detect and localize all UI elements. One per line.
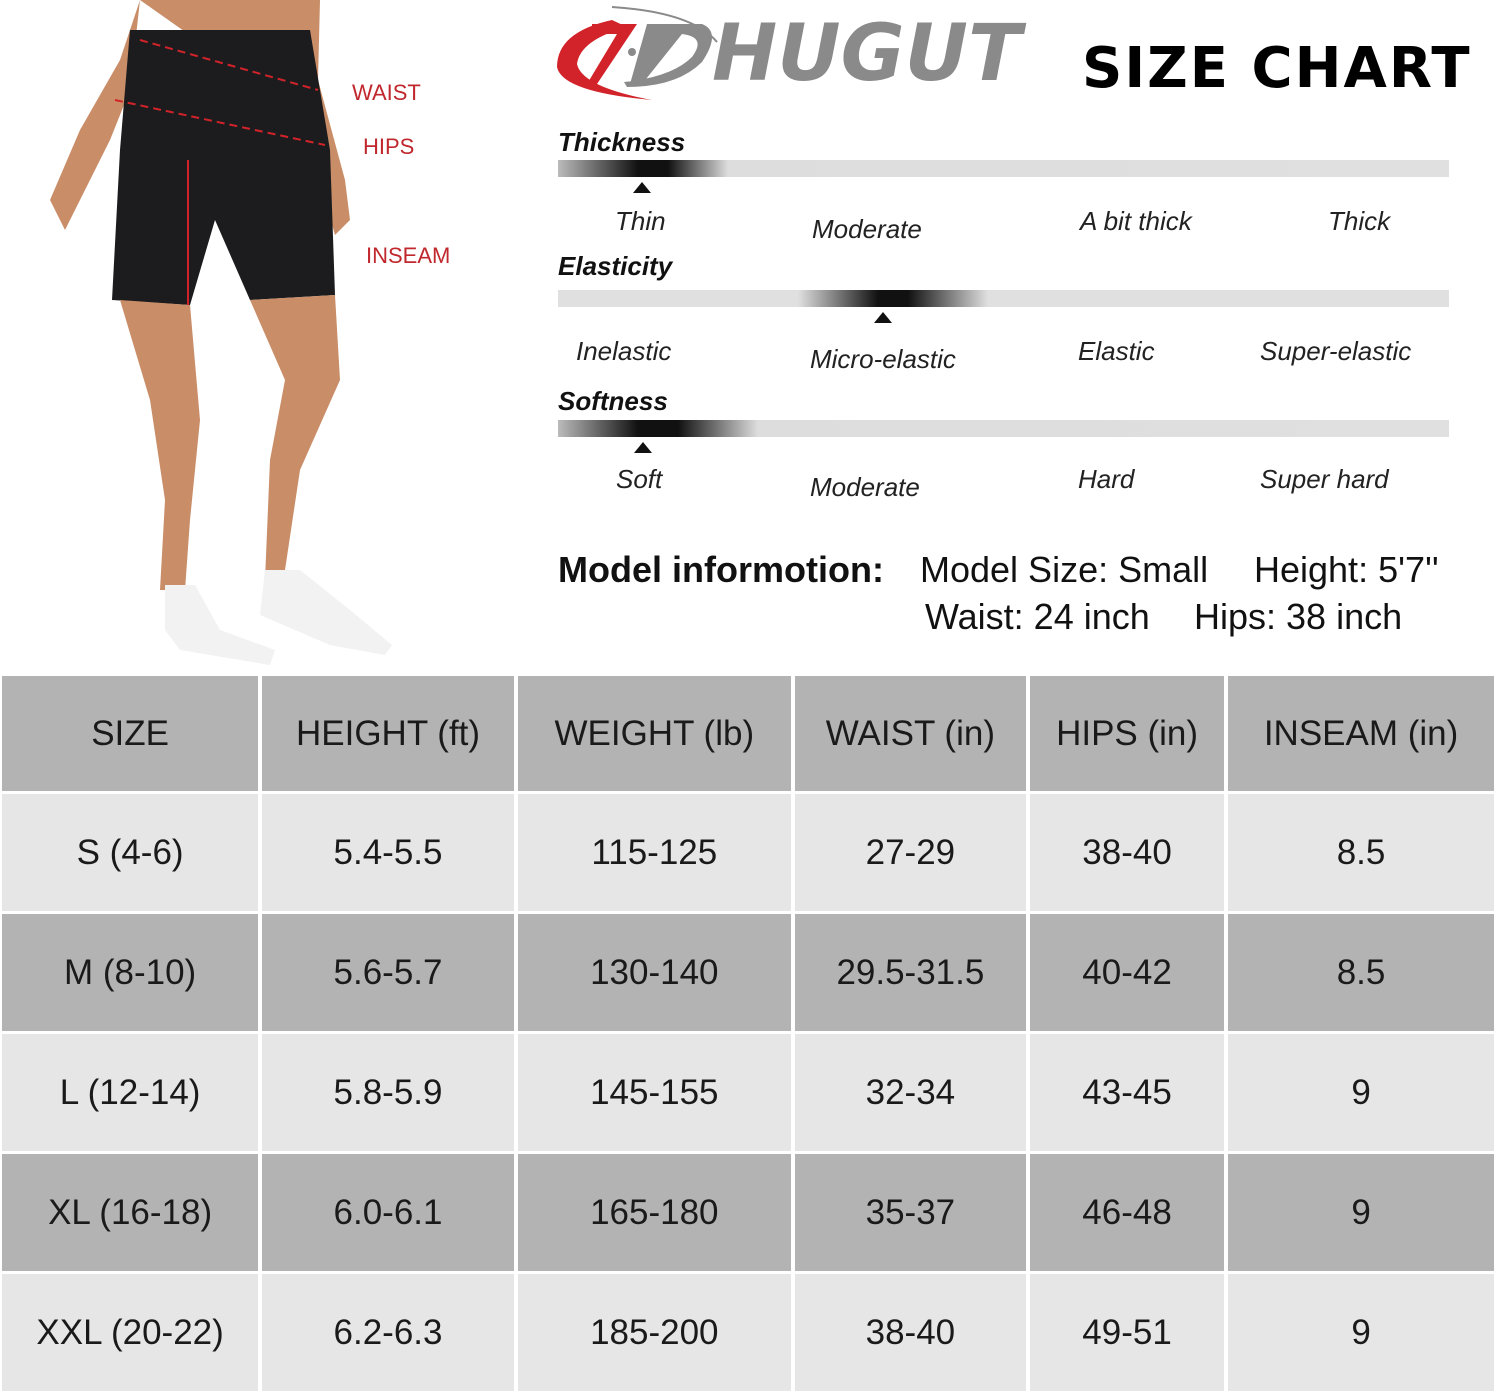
table-cell: 49-51 bbox=[1030, 1274, 1225, 1391]
softness-option: Moderate bbox=[810, 472, 920, 502]
table-row: XXL (20-22) 6.2-6.3 185-200 38-40 49-51 … bbox=[2, 1274, 1494, 1391]
thickness-bar bbox=[558, 160, 1449, 177]
table-cell: 9 bbox=[1228, 1154, 1494, 1271]
elasticity-option: Elastic bbox=[1078, 336, 1155, 366]
table-row: M (8-10) 5.6-5.7 130-140 29.5-31.5 40-42… bbox=[2, 914, 1494, 1031]
column-header: WEIGHT (lb) bbox=[517, 676, 791, 791]
table-cell: XXL (20-22) bbox=[2, 1274, 259, 1391]
model-photo bbox=[50, 0, 392, 665]
elasticity-marker-icon bbox=[874, 312, 892, 323]
size-chart-title: SIZE CHART bbox=[1082, 36, 1472, 101]
brand-logo: HUGUT bbox=[557, 6, 1027, 100]
table-cell: 40-42 bbox=[1030, 914, 1225, 1031]
table-cell: 29.5-31.5 bbox=[794, 914, 1027, 1031]
thickness-option: Moderate bbox=[812, 214, 922, 244]
table-cell: M (8-10) bbox=[2, 914, 259, 1031]
table-row: S (4-6) 5.4-5.5 115-125 27-29 38-40 8.5 bbox=[2, 794, 1494, 911]
model-waist: Waist: 24 inch bbox=[925, 596, 1150, 637]
softness-option: Super hard bbox=[1260, 464, 1389, 494]
thickness-option: Thin bbox=[615, 206, 666, 236]
elasticity-bar bbox=[558, 290, 1449, 307]
table-cell: 8.5 bbox=[1228, 794, 1494, 911]
table-cell: 46-48 bbox=[1030, 1154, 1225, 1271]
thickness-heading: Thickness bbox=[558, 127, 686, 157]
thickness-marker-icon bbox=[633, 182, 651, 193]
table-cell: 38-40 bbox=[794, 1274, 1027, 1391]
softness-marker-icon bbox=[634, 442, 652, 453]
table-cell: 6.0-6.1 bbox=[262, 1154, 514, 1271]
table-row: XL (16-18) 6.0-6.1 165-180 35-37 46-48 9 bbox=[2, 1154, 1494, 1271]
column-header: HIPS (in) bbox=[1030, 676, 1225, 791]
model-hips: Hips: 38 inch bbox=[1194, 596, 1403, 637]
inseam-label: INSEAM bbox=[366, 243, 451, 268]
model-info-label: Model informotion: bbox=[558, 549, 884, 590]
column-header: INSEAM (in) bbox=[1228, 676, 1494, 791]
softness-option: Hard bbox=[1078, 464, 1135, 494]
table-cell: 32-34 bbox=[794, 1034, 1027, 1151]
model-height: Height: 5'7'' bbox=[1254, 549, 1439, 590]
elasticity-heading: Elasticity bbox=[558, 251, 673, 281]
table-cell: 43-45 bbox=[1030, 1034, 1225, 1151]
table-header-row: SIZE HEIGHT (ft) WEIGHT (lb) WAIST (in) … bbox=[2, 676, 1494, 791]
waist-label: WAIST bbox=[352, 80, 421, 105]
table-cell: 9 bbox=[1228, 1034, 1494, 1151]
table-cell: 27-29 bbox=[794, 794, 1027, 911]
table-cell: 6.2-6.3 bbox=[262, 1274, 514, 1391]
table-cell: XL (16-18) bbox=[2, 1154, 259, 1271]
table-cell: L (12-14) bbox=[2, 1034, 259, 1151]
size-table: SIZE HEIGHT (ft) WEIGHT (lb) WAIST (in) … bbox=[0, 673, 1498, 1394]
table-cell: 9 bbox=[1228, 1274, 1494, 1391]
table-cell: 5.8-5.9 bbox=[262, 1034, 514, 1151]
softness-heading: Softness bbox=[558, 386, 668, 416]
table-cell: 115-125 bbox=[517, 794, 791, 911]
table-cell: 185-200 bbox=[517, 1274, 791, 1391]
model-size: Model Size: Small bbox=[920, 549, 1209, 590]
table-cell: 145-155 bbox=[517, 1034, 791, 1151]
thickness-option: A bit thick bbox=[1080, 206, 1192, 236]
table-cell: 165-180 bbox=[517, 1154, 791, 1271]
softness-option: Soft bbox=[616, 464, 663, 494]
column-header: SIZE bbox=[2, 676, 259, 791]
table-cell: 8.5 bbox=[1228, 914, 1494, 1031]
table-row: L (12-14) 5.8-5.9 145-155 32-34 43-45 9 bbox=[2, 1034, 1494, 1151]
elasticity-option: Micro-elastic bbox=[810, 344, 956, 374]
table-cell: S (4-6) bbox=[2, 794, 259, 911]
softness-bar bbox=[558, 420, 1449, 437]
column-header: HEIGHT (ft) bbox=[262, 676, 514, 791]
table-cell: 5.6-5.7 bbox=[262, 914, 514, 1031]
table-cell: 35-37 bbox=[794, 1154, 1027, 1271]
table-cell: 130-140 bbox=[517, 914, 791, 1031]
table-cell: 5.4-5.5 bbox=[262, 794, 514, 911]
logo-text: HUGUT bbox=[712, 9, 1027, 99]
elasticity-option: Super-elastic bbox=[1260, 336, 1412, 366]
column-header: WAIST (in) bbox=[794, 676, 1027, 791]
table-cell: 38-40 bbox=[1030, 794, 1225, 911]
thickness-option: Thick bbox=[1328, 206, 1391, 236]
hips-label: HIPS bbox=[363, 134, 415, 159]
elasticity-option: Inelastic bbox=[576, 336, 672, 366]
